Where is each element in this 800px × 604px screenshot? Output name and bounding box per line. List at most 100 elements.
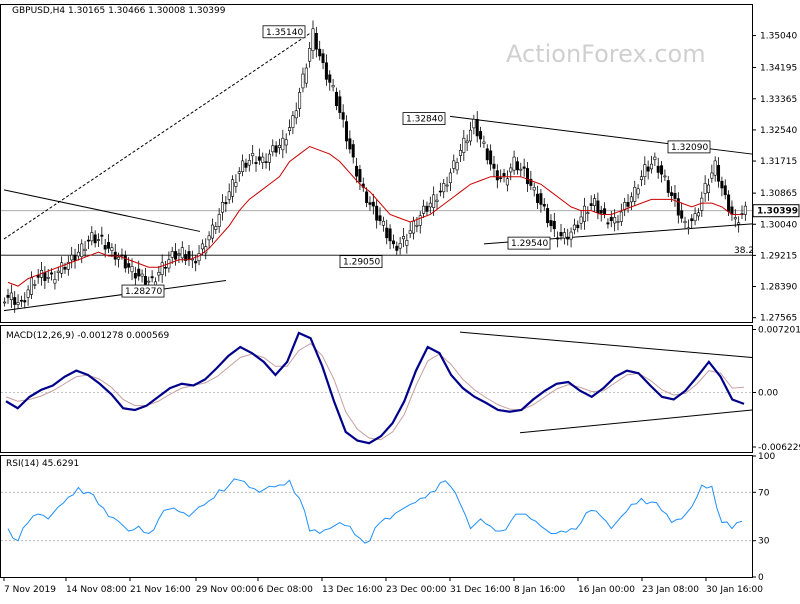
candle-body <box>117 256 121 260</box>
price-panel-frame <box>0 4 753 323</box>
trendline-dashed <box>3 32 311 240</box>
rsi-y-tick-label: 70 <box>758 488 770 498</box>
candle-body <box>157 272 161 276</box>
annotation-label: 1.35140 <box>266 28 303 38</box>
candle-body <box>200 243 204 250</box>
x-tick-label: 29 Nov 00:00 <box>196 585 257 595</box>
price-y-tick-label: 1.27565 <box>760 314 797 324</box>
candle-body <box>509 167 513 173</box>
candle-body <box>536 193 540 203</box>
candle-body <box>264 161 268 163</box>
candle-body <box>438 190 442 193</box>
candle-body <box>224 202 228 205</box>
candle-body <box>582 205 586 222</box>
candle-body <box>348 138 352 150</box>
candle-body <box>321 53 325 64</box>
candle-body <box>388 228 392 242</box>
candle-body <box>355 165 359 177</box>
candle-body <box>120 254 124 257</box>
price-y-tick-label: 1.30040 <box>760 220 797 230</box>
x-tick-label: 21 Nov 16:00 <box>130 585 191 595</box>
candle-body <box>318 48 322 57</box>
annotation-label: 1.29540 <box>511 239 548 249</box>
candle-body <box>328 74 332 83</box>
candle-body <box>405 240 409 246</box>
candle-body <box>150 276 154 279</box>
candle-body <box>717 165 721 182</box>
candle-body <box>187 251 191 261</box>
candle-body <box>26 289 30 298</box>
candle-body <box>559 232 563 237</box>
candle-body <box>267 153 271 163</box>
candle-body <box>33 284 37 286</box>
candle-body <box>308 48 312 62</box>
candle-body <box>546 208 550 224</box>
candle-body <box>50 272 54 275</box>
candle-body <box>395 245 399 251</box>
rsi-y-tick-label: 30 <box>758 537 770 547</box>
candle-body <box>412 220 416 234</box>
candle-body <box>237 171 241 174</box>
price-y-tick-label: 1.34195 <box>760 63 797 73</box>
candle-body <box>63 266 67 270</box>
candle-body <box>619 211 623 222</box>
candle-body <box>663 175 667 178</box>
candle-body <box>556 237 560 240</box>
candle-body <box>670 192 674 196</box>
x-tick-label: 23 Jan 08:00 <box>642 585 699 595</box>
annotation-label: 1.32840 <box>406 115 443 125</box>
candle-body <box>462 137 466 153</box>
candle-body <box>391 240 395 245</box>
candle-body <box>6 294 10 298</box>
candle-body <box>70 254 74 261</box>
macd-main-line <box>5 331 745 445</box>
candle-body <box>549 220 553 227</box>
candle-body <box>43 272 47 281</box>
candle-body <box>345 121 349 142</box>
candle-body <box>713 160 717 176</box>
price-y-tick-label: 1.35040 <box>760 32 797 42</box>
candle-body <box>288 127 292 131</box>
annotation-box <box>507 236 551 250</box>
candle-body <box>241 160 245 172</box>
candle-body <box>251 153 255 157</box>
candle-body <box>532 186 536 191</box>
candle-body <box>579 216 583 224</box>
candle-body <box>519 168 523 171</box>
candle-body <box>177 253 181 256</box>
candle-body <box>304 67 308 84</box>
macd-y-tick-label: 0.007201 <box>758 325 800 335</box>
candle-body <box>3 301 7 304</box>
candle-body <box>489 150 493 165</box>
candle-body <box>164 266 168 269</box>
candle-body <box>9 292 13 301</box>
trendline-upper-left <box>3 189 201 232</box>
candle-body <box>542 204 546 207</box>
candle-body <box>197 253 201 262</box>
candle-body <box>656 165 660 173</box>
candle-body <box>539 193 543 205</box>
candle-body <box>743 205 747 215</box>
rsi-y-tick-label: 0 <box>758 573 764 583</box>
candle-body <box>127 263 131 268</box>
macd-trendline-lower <box>519 409 753 434</box>
candle-body <box>639 176 643 181</box>
candle-body <box>271 145 275 153</box>
candle-body <box>465 140 469 144</box>
price-y-tick-label: 1.33365 <box>760 95 797 105</box>
candle-body <box>365 191 369 203</box>
candle-body <box>650 163 654 170</box>
candle-body <box>110 247 114 251</box>
candle-body <box>512 156 516 171</box>
price-y-tick-label: 1.30865 <box>760 189 797 199</box>
candle-body <box>174 251 178 260</box>
candle-body <box>46 277 50 279</box>
candle-body <box>378 215 382 222</box>
candle-body <box>552 220 556 230</box>
candle-body <box>629 196 633 203</box>
candle-body <box>418 215 422 226</box>
watermark: ActionForex.com <box>506 40 706 68</box>
candle-body <box>86 239 90 242</box>
rsi-y-tick-label: 100 <box>758 452 775 462</box>
candle-body <box>207 235 211 241</box>
